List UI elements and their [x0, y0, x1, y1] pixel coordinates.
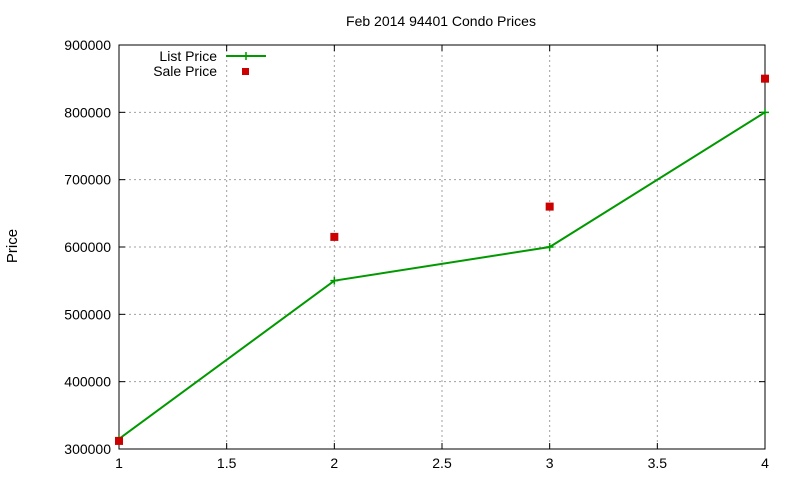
data-series	[115, 74, 769, 445]
data-point-sale-price	[761, 74, 769, 83]
y-tick-label: 300000	[64, 441, 111, 457]
x-tick-label: 3	[546, 455, 554, 471]
x-tick-label: 4	[761, 455, 769, 471]
legend-label-sale-price: Sale Price	[153, 63, 217, 79]
y-tick-label: 600000	[64, 239, 111, 255]
chart-title: Feb 2014 94401 Condo Prices	[346, 13, 536, 29]
plot-border	[118, 44, 766, 450]
x-tick-label: 1	[115, 455, 123, 471]
grid-lines	[119, 45, 765, 449]
data-point-list-price	[761, 108, 769, 117]
x-tick-label: 1.5	[217, 455, 237, 471]
legend-marker-sale-price	[242, 68, 249, 75]
series-line-list-price	[118, 111, 766, 440]
y-tick-label: 900000	[64, 37, 111, 53]
data-point-list-price	[330, 276, 339, 285]
y-axis-label: Price	[4, 229, 21, 263]
legend: List Price Sale Price	[153, 48, 266, 79]
x-tick-label: 2	[330, 455, 338, 471]
x-tick-label: 2.5	[432, 455, 452, 471]
legend-marker-list-price	[242, 52, 250, 60]
y-tick-label: 400000	[64, 374, 111, 390]
axes	[118, 44, 766, 450]
x-tick-label: 3.5	[648, 455, 668, 471]
data-point-sale-price	[545, 202, 554, 211]
y-tick-label: 800000	[64, 104, 111, 120]
data-point-sale-price	[330, 232, 339, 241]
legend-label-list-price: List Price	[159, 48, 217, 64]
data-point-list-price	[545, 243, 554, 251]
y-tick-label: 500000	[64, 306, 111, 322]
data-point-sale-price	[115, 436, 123, 445]
tick-labels: 1 1.5 2 2.5 3 3.5 4 300000 400000 500000 600000 700…	[64, 37, 769, 471]
y-tick-label: 700000	[64, 172, 111, 188]
